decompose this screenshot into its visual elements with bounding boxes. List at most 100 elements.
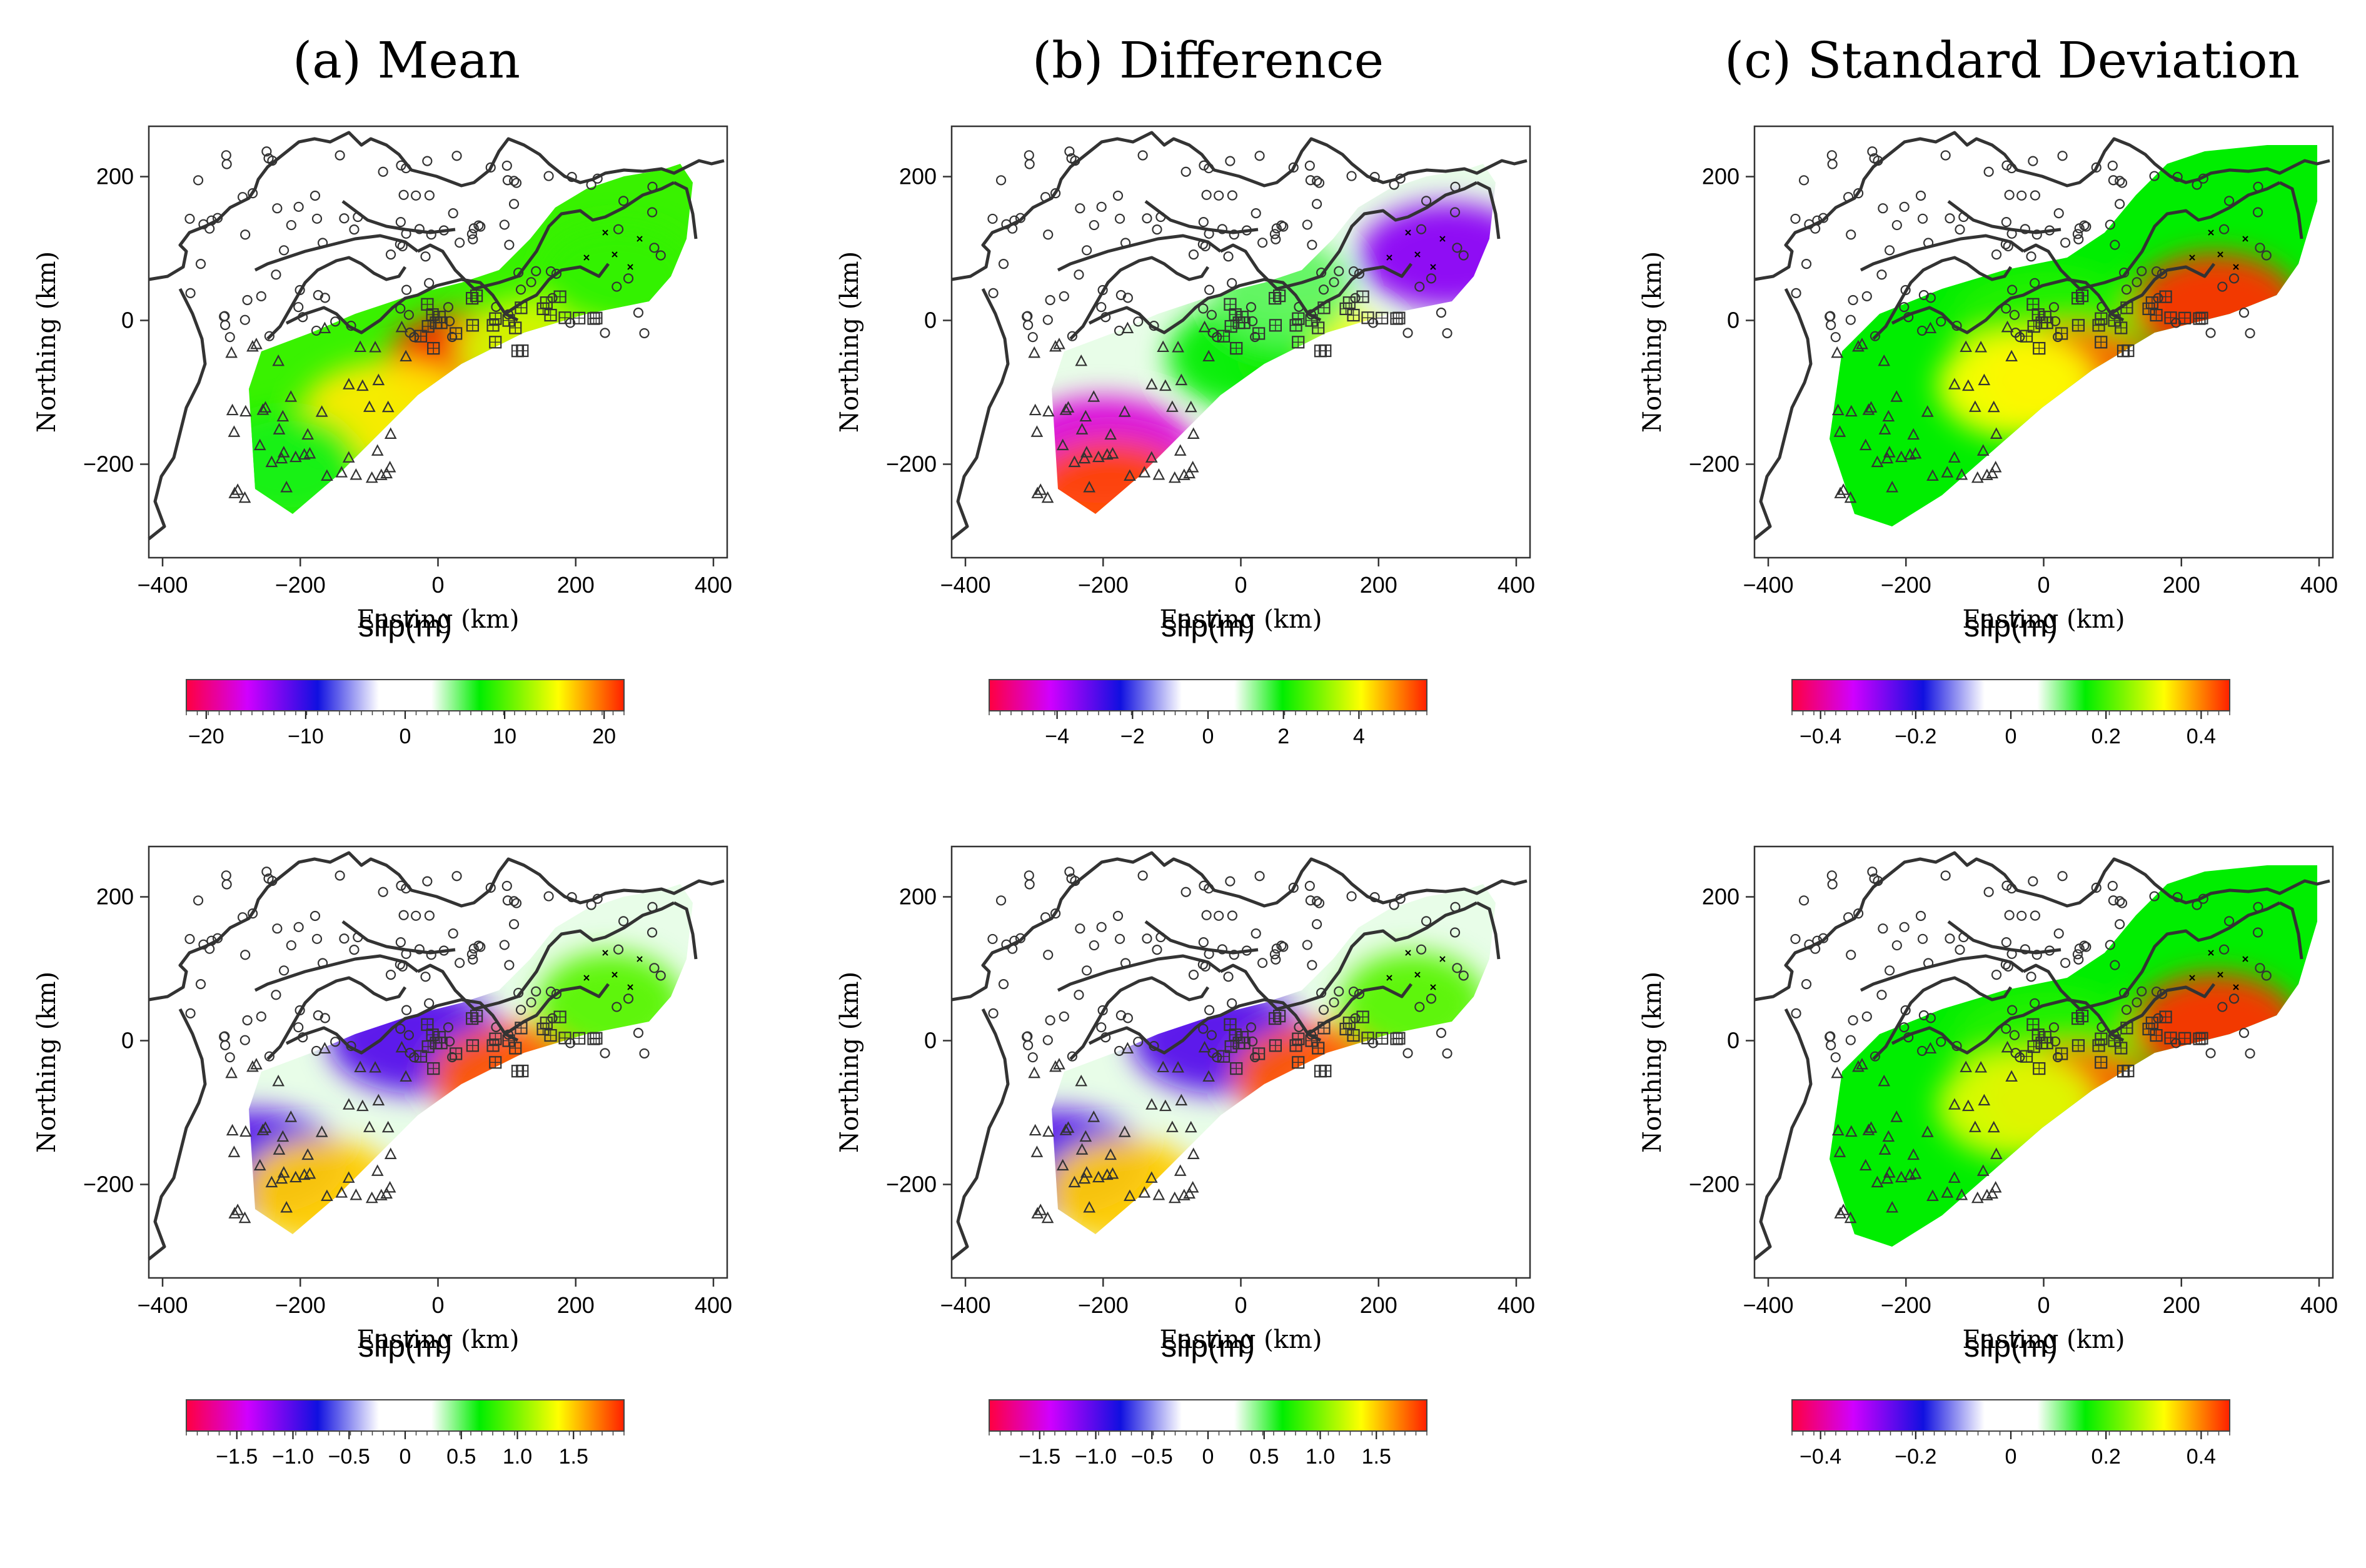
station-x — [1439, 236, 1446, 242]
station-circle — [2228, 993, 2240, 1004]
panel-bottom-difference: −400 −200 0 200 400 200 0 −200 Easting (km) North… — [835, 845, 1535, 1469]
x-tick-label: 200 — [2163, 572, 2200, 598]
station-square-cross — [2121, 302, 2133, 314]
station-square-cross — [422, 321, 434, 333]
station-triangle — [1080, 1166, 1093, 1178]
station-circle — [1923, 958, 1934, 968]
station-circle — [531, 266, 541, 276]
station-circle — [647, 902, 658, 912]
station-triangle — [1152, 1189, 1165, 1200]
station-circle — [1918, 289, 1929, 301]
station-circle — [1152, 945, 1162, 955]
station-square-cross — [2160, 291, 2172, 303]
station-circle — [1212, 332, 1222, 343]
station-triangle — [1833, 1145, 1846, 1157]
station-triangle — [1062, 401, 1075, 413]
station-circle — [1227, 910, 1237, 921]
station-circle — [443, 1022, 454, 1033]
station-circle — [600, 328, 610, 338]
station-circle — [592, 173, 603, 184]
station-square-cross — [2072, 293, 2084, 304]
station-circle — [1354, 988, 1365, 999]
station-circle — [411, 910, 421, 921]
station-circle — [1137, 870, 1148, 881]
colorbar-tick-label: 1.0 — [503, 1445, 532, 1469]
station-square-cross — [1225, 1041, 1237, 1053]
station-triangle — [1202, 349, 1215, 362]
station-square-cross — [1218, 330, 1230, 342]
station-circle — [310, 190, 321, 201]
station-circle — [2091, 162, 2102, 173]
station-square-cross — [1269, 293, 1281, 304]
colorbar-gradient — [989, 1399, 1427, 1432]
station-triangle — [1852, 339, 1865, 352]
x-tick-label: 400 — [1498, 572, 1535, 598]
station-triangle — [342, 451, 355, 463]
station-circle — [1878, 923, 1888, 934]
station-circle — [1812, 935, 1823, 946]
colorbar-tick-label: −20 — [188, 725, 224, 748]
colorbar-tick-label: −1.5 — [1019, 1445, 1060, 1469]
station-circle — [1276, 940, 1287, 951]
station-circle — [1955, 945, 1965, 955]
x-axis-label: Easting (km) — [357, 605, 520, 634]
station-triangle — [1184, 1120, 1197, 1133]
station-circle — [1204, 228, 1214, 239]
station-x — [602, 229, 608, 236]
station-triangle — [335, 466, 348, 478]
station-circle — [335, 150, 345, 161]
x-tick-label: −400 — [940, 1292, 990, 1318]
station-circle — [475, 221, 486, 232]
station-triangle — [1986, 1187, 1999, 1199]
station-triangle — [1172, 341, 1184, 353]
station-triangle — [1856, 1058, 1868, 1070]
station-circle — [1346, 171, 1357, 181]
station-triangle — [1871, 455, 1884, 468]
station-circle — [513, 267, 524, 278]
station-triangle — [225, 1066, 238, 1078]
station-circle — [311, 213, 323, 224]
station-x — [2189, 975, 2195, 981]
station-triangle — [1981, 468, 1993, 480]
station-circle — [1402, 328, 1413, 338]
station-circle — [1827, 159, 1838, 169]
station-circle — [1133, 316, 1144, 327]
station-circle — [586, 179, 597, 190]
colorbar-tick-label: −0.4 — [1800, 1445, 1841, 1469]
station-x — [2242, 956, 2248, 962]
station-circle — [1227, 998, 1237, 1008]
station-circle — [1945, 213, 1955, 224]
station-circle — [504, 239, 515, 250]
station-circle — [193, 895, 204, 906]
station-triangle — [1976, 444, 1990, 456]
colorbar-title: slip(m) — [1161, 1329, 1255, 1364]
station-square-cross — [1218, 1050, 1230, 1062]
station-circle — [263, 873, 274, 884]
station-circle — [1818, 213, 1829, 223]
station-square-cross — [510, 1042, 521, 1054]
station-circle — [1133, 1037, 1144, 1047]
station-circle — [1869, 873, 1880, 884]
station-circle — [1354, 268, 1365, 279]
station-circle — [193, 175, 204, 186]
station-circle — [237, 912, 248, 923]
station-circle — [1876, 269, 1887, 280]
station-circle — [2030, 190, 2040, 201]
station-circle — [2121, 1005, 2132, 1015]
y-tick-label: 0 — [1727, 308, 1739, 333]
station-circle — [2060, 958, 2071, 968]
station-square-cross — [559, 312, 571, 324]
station-square-cross — [1391, 1033, 1402, 1045]
station-circle — [988, 1008, 999, 1018]
station-circle — [220, 319, 231, 330]
station-triangle — [1941, 1186, 1954, 1198]
station-circle — [1436, 1028, 1447, 1038]
station-circle — [1955, 224, 1965, 235]
station-square-cross — [450, 328, 462, 339]
station-triangle — [1159, 379, 1172, 391]
station-triangle — [1062, 1121, 1075, 1133]
station-circle — [1114, 933, 1125, 944]
station-circle — [278, 965, 289, 976]
station-circle — [1198, 303, 1209, 314]
